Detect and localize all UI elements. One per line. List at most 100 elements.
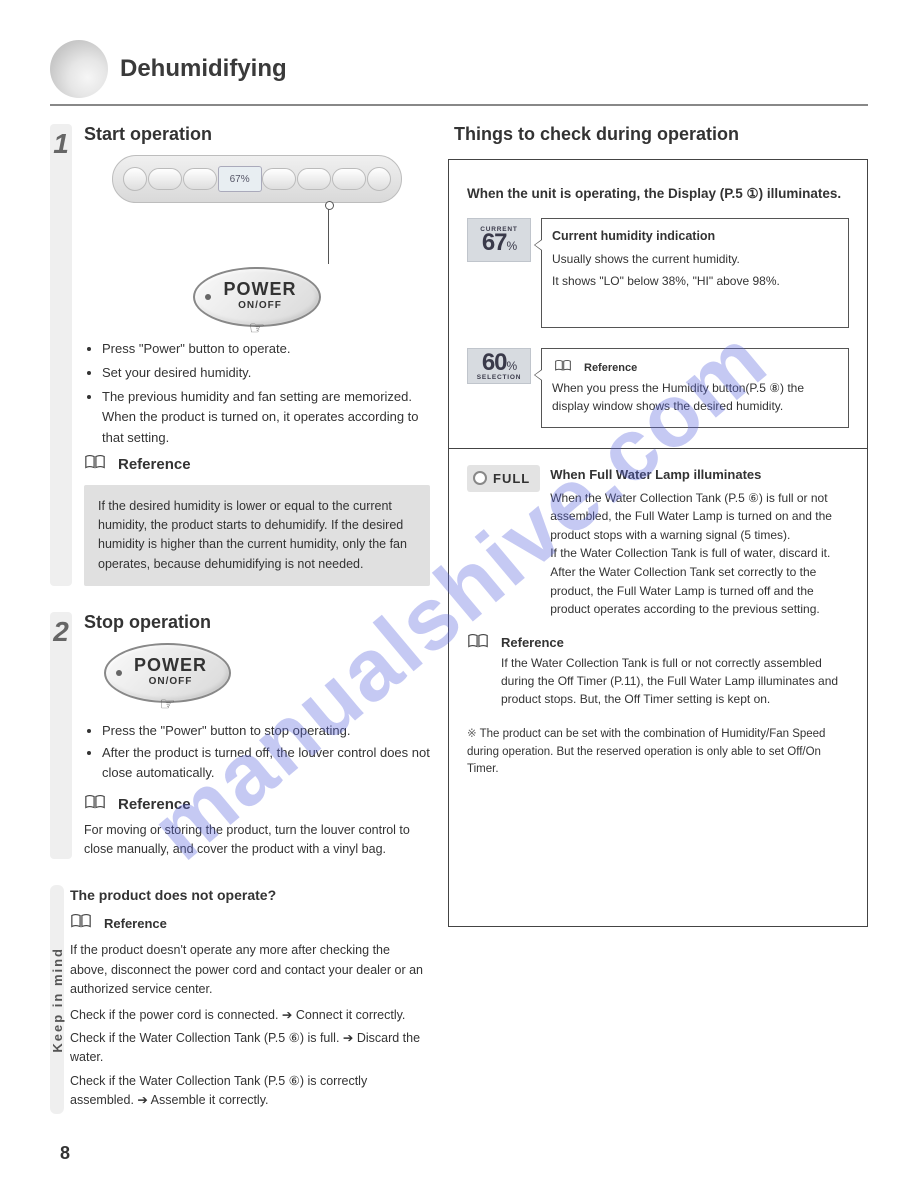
page-number: 8	[60, 1143, 70, 1164]
panel-button	[183, 168, 217, 190]
current-humidity-callout: Current humidity indication Usually show…	[541, 218, 849, 328]
callout-text: Usually shows the current humidity.	[552, 250, 838, 268]
things-to-check-title: Things to check during operation	[448, 124, 868, 145]
list-item: Check if the power cord is connected. ➔ …	[70, 1006, 430, 1025]
book-icon	[84, 794, 106, 815]
final-note-text: The product can be set with the combinat…	[467, 728, 825, 775]
current-humidity-row: CURRENT 67% Current humidity indication …	[467, 218, 849, 328]
lcd-label-selection: SELECTION	[477, 374, 521, 381]
list-item: After the product is turned off, the lou…	[102, 743, 430, 783]
book-icon	[467, 633, 489, 654]
reference-label: Reference	[104, 914, 167, 934]
reference-label: Reference	[118, 796, 191, 813]
full-lamp-chip: FULL	[467, 465, 540, 492]
control-panel: 67%	[112, 155, 402, 203]
left-column: 1 Start operation 67%	[50, 124, 430, 1114]
panel-button	[148, 168, 182, 190]
reference-text: For moving or storing the product, turn …	[84, 821, 430, 860]
step-num-bar: 2	[50, 612, 72, 859]
power-button: POWER ON/OFF ☞	[193, 267, 320, 327]
panel-button	[262, 168, 296, 190]
reference-body: Reference If the Water Collection Tank i…	[501, 633, 849, 709]
keep-in-mind: Keep in mind The product does not operat…	[50, 885, 430, 1114]
current-humidity-chip: CURRENT 67%	[467, 218, 531, 262]
power-label-main: POWER	[223, 279, 296, 300]
selection-humidity-row: 60% SELECTION Reference When you press t…	[467, 348, 849, 428]
power-led-icon	[116, 670, 122, 676]
panel-button	[123, 167, 147, 191]
power-label-sub: ON/OFF	[134, 676, 207, 687]
selection-humidity-chip: 60% SELECTION	[467, 348, 531, 384]
ttc-section-title: When the unit is operating, the Display …	[467, 186, 849, 202]
reference-block: Reference If the Water Collection Tank i…	[467, 633, 849, 709]
full-lamp-text: When Full Water Lamp illuminates When th…	[550, 465, 849, 619]
step-number: 2	[53, 616, 69, 859]
content: 1 Start operation 67%	[50, 124, 868, 1114]
power-button-figure: POWER ON/OFF ☞	[104, 643, 430, 703]
list-item: Check if the Water Collection Tank (P.5 …	[70, 1029, 430, 1068]
book-icon	[84, 454, 106, 475]
lamp-dot-icon	[473, 471, 487, 485]
header-rule	[50, 104, 868, 106]
step-title: Stop operation	[84, 612, 430, 633]
header-row: Dehumidifying	[50, 40, 868, 98]
keep-in-mind-body: The product does not operate? Reference …	[70, 885, 430, 1114]
percent-icon: %	[507, 359, 517, 373]
control-panel-figure: 67%	[84, 155, 430, 203]
step-num-bar: 1	[50, 124, 72, 586]
final-note: ※ The product can be set with the combin…	[467, 726, 849, 778]
hand-pointer-icon: ☞	[249, 318, 265, 339]
panel-button	[297, 168, 331, 190]
step-number: 1	[53, 128, 69, 586]
keep-in-mind-bar: Keep in mind	[50, 885, 64, 1114]
reference-row: Reference	[84, 454, 430, 475]
step-title: Start operation	[84, 124, 430, 145]
full-section-title: When Full Water Lamp illuminates	[550, 465, 849, 485]
reference-label: Reference	[584, 360, 637, 377]
kim-checklist: Check if the power cord is connected. ➔ …	[70, 1006, 430, 1111]
kim-ref-text: If the product doesn't operate any more …	[70, 941, 430, 999]
callout-line	[328, 204, 329, 264]
keep-in-mind-bar-label: Keep in mind	[50, 947, 65, 1053]
reference-row: Reference	[552, 357, 838, 379]
callout-text: When you press the Humidity button(P.5 ⑧…	[552, 379, 838, 415]
divider	[449, 448, 867, 449]
full-label: FULL	[493, 471, 530, 486]
full-section-para: After the Water Collection Tank set corr…	[550, 563, 849, 619]
panel-button	[367, 167, 391, 191]
list-item: The previous humidity and fan setting ar…	[102, 387, 430, 447]
reference-text: If the Water Collection Tank is full or …	[501, 654, 849, 708]
power-button: POWER ON/OFF ☞	[104, 643, 231, 703]
percent-icon: %	[507, 239, 517, 253]
step-body: Stop operation POWER ON/OFF ☞ Press the …	[84, 612, 430, 859]
step-2: 2 Stop operation POWER ON/OFF ☞ Press th…	[50, 612, 430, 859]
list-item: Set your desired humidity.	[102, 363, 430, 383]
full-lamp-row: FULL When Full Water Lamp illuminates Wh…	[467, 465, 849, 619]
list-item: Press "Power" button to operate.	[102, 339, 430, 359]
lcd-number: 67	[482, 229, 507, 256]
step-body: Start operation 67%	[84, 124, 430, 586]
power-label-sub: ON/OFF	[223, 300, 296, 311]
kim-title: The product does not operate?	[70, 885, 430, 907]
full-section-para: If the Water Collection Tank is full of …	[550, 544, 849, 563]
list-item: Check if the Water Collection Tank (P.5 …	[70, 1072, 430, 1111]
page: Dehumidifying 1 Start operation 6	[0, 0, 918, 1188]
reference-label: Reference	[118, 456, 191, 473]
lcd-number: 60	[482, 349, 507, 376]
power-button-figure: POWER ON/OFF ☞	[84, 267, 430, 327]
reference-row: Reference	[70, 913, 430, 935]
reference-row: Reference	[84, 794, 430, 815]
panel-power-button	[332, 168, 366, 190]
selection-humidity-callout: Reference When you press the Humidity bu…	[541, 348, 849, 428]
things-to-check-frame: When the unit is operating, the Display …	[448, 159, 868, 927]
reference-label: Reference	[501, 633, 849, 653]
right-column: Things to check during operation When th…	[448, 124, 868, 1114]
asterisk-icon: ※	[467, 728, 480, 740]
book-icon	[70, 913, 92, 935]
list-item: Press the "Power" button to stop operati…	[102, 721, 430, 741]
power-led-icon	[205, 294, 211, 300]
book-icon	[554, 359, 572, 376]
callout-text: It shows "LO" below 38%, "HI" above 98%.	[552, 272, 838, 290]
reference-box: If the desired humidity is lower or equa…	[84, 485, 430, 587]
step-1: 1 Start operation 67%	[50, 124, 430, 586]
